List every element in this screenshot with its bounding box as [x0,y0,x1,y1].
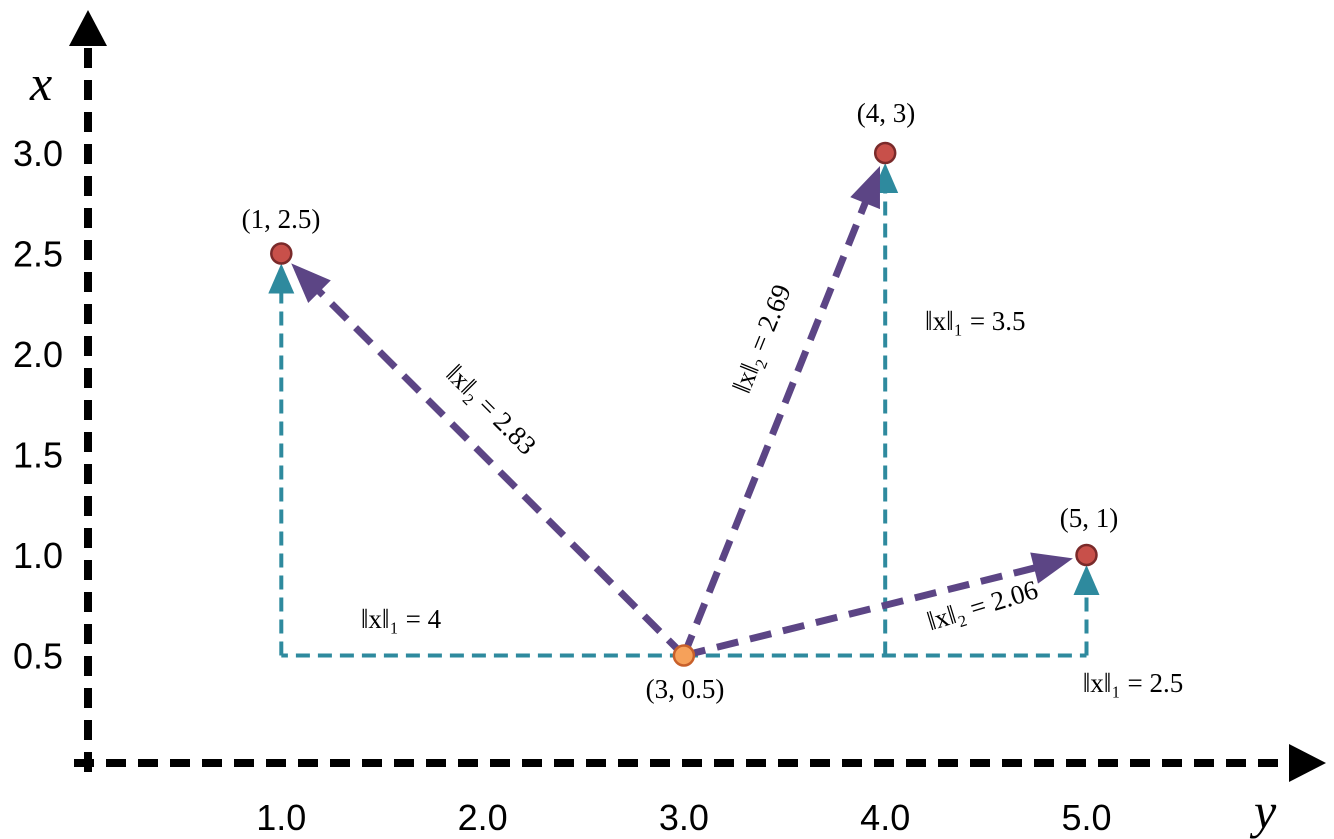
l2-arrowhead-3 [1030,552,1073,584]
x-tick-label-2.0: 2.0 [458,797,508,838]
x-tick-label-3.0: 3.0 [659,797,709,838]
l2-vector-3 [683,563,1041,659]
data-point-2 [873,141,897,165]
y-axis-variable-label: x [29,55,52,111]
l2-vector-1 [312,284,687,658]
l2-vector-2 [680,196,871,657]
data-point-3 [1075,543,1098,567]
l1-norm-label-1: ‖x‖₁ = 4 [361,604,442,634]
l1-arrowhead-1 [268,263,295,294]
l2-arrowhead-1 [291,263,331,303]
l1-norm-label-3: ‖x‖₁ = 2.5 [1083,668,1184,698]
y-tick-label-1.0: 1.0 [13,535,63,576]
y-tick-label-2.5: 2.5 [13,234,63,275]
point-coordinate-label-1: (1, 2.5) [242,204,321,234]
origin-coordinate-label: (3, 0.5) [646,674,725,704]
y-tick-label-3.0: 3.0 [13,133,63,174]
l2-norm-label-1: ‖x‖₂ = 2.83 [440,359,542,461]
l2-norm-label-2: ‖x‖₂ = 2.69 [726,280,797,397]
data-point-1 [270,242,293,265]
l1-arrowhead-3 [1073,565,1100,595]
x-tick-label-5.0: 5.0 [1061,797,1111,838]
y-tick-label-2.0: 2.0 [13,334,63,375]
origin-point [672,644,696,667]
y-tick-label-0.5: 0.5 [13,636,63,677]
y-axis-arrowhead [69,10,107,46]
l1-norm-label-2: ‖x‖₁ = 3.5 [925,306,1026,336]
y-tick-label-1.5: 1.5 [13,435,63,476]
x-tick-label-4.0: 4.0 [860,797,910,838]
l2-arrowhead-2 [850,165,880,210]
point-coordinate-label-2: (4, 3) [857,98,915,128]
x-axis-arrowhead [1289,744,1326,782]
x-tick-label-1.0: 1.0 [256,797,306,838]
x-axis-variable-label: y [1249,783,1277,839]
point-coordinate-label-3: (5, 1) [1060,503,1118,533]
